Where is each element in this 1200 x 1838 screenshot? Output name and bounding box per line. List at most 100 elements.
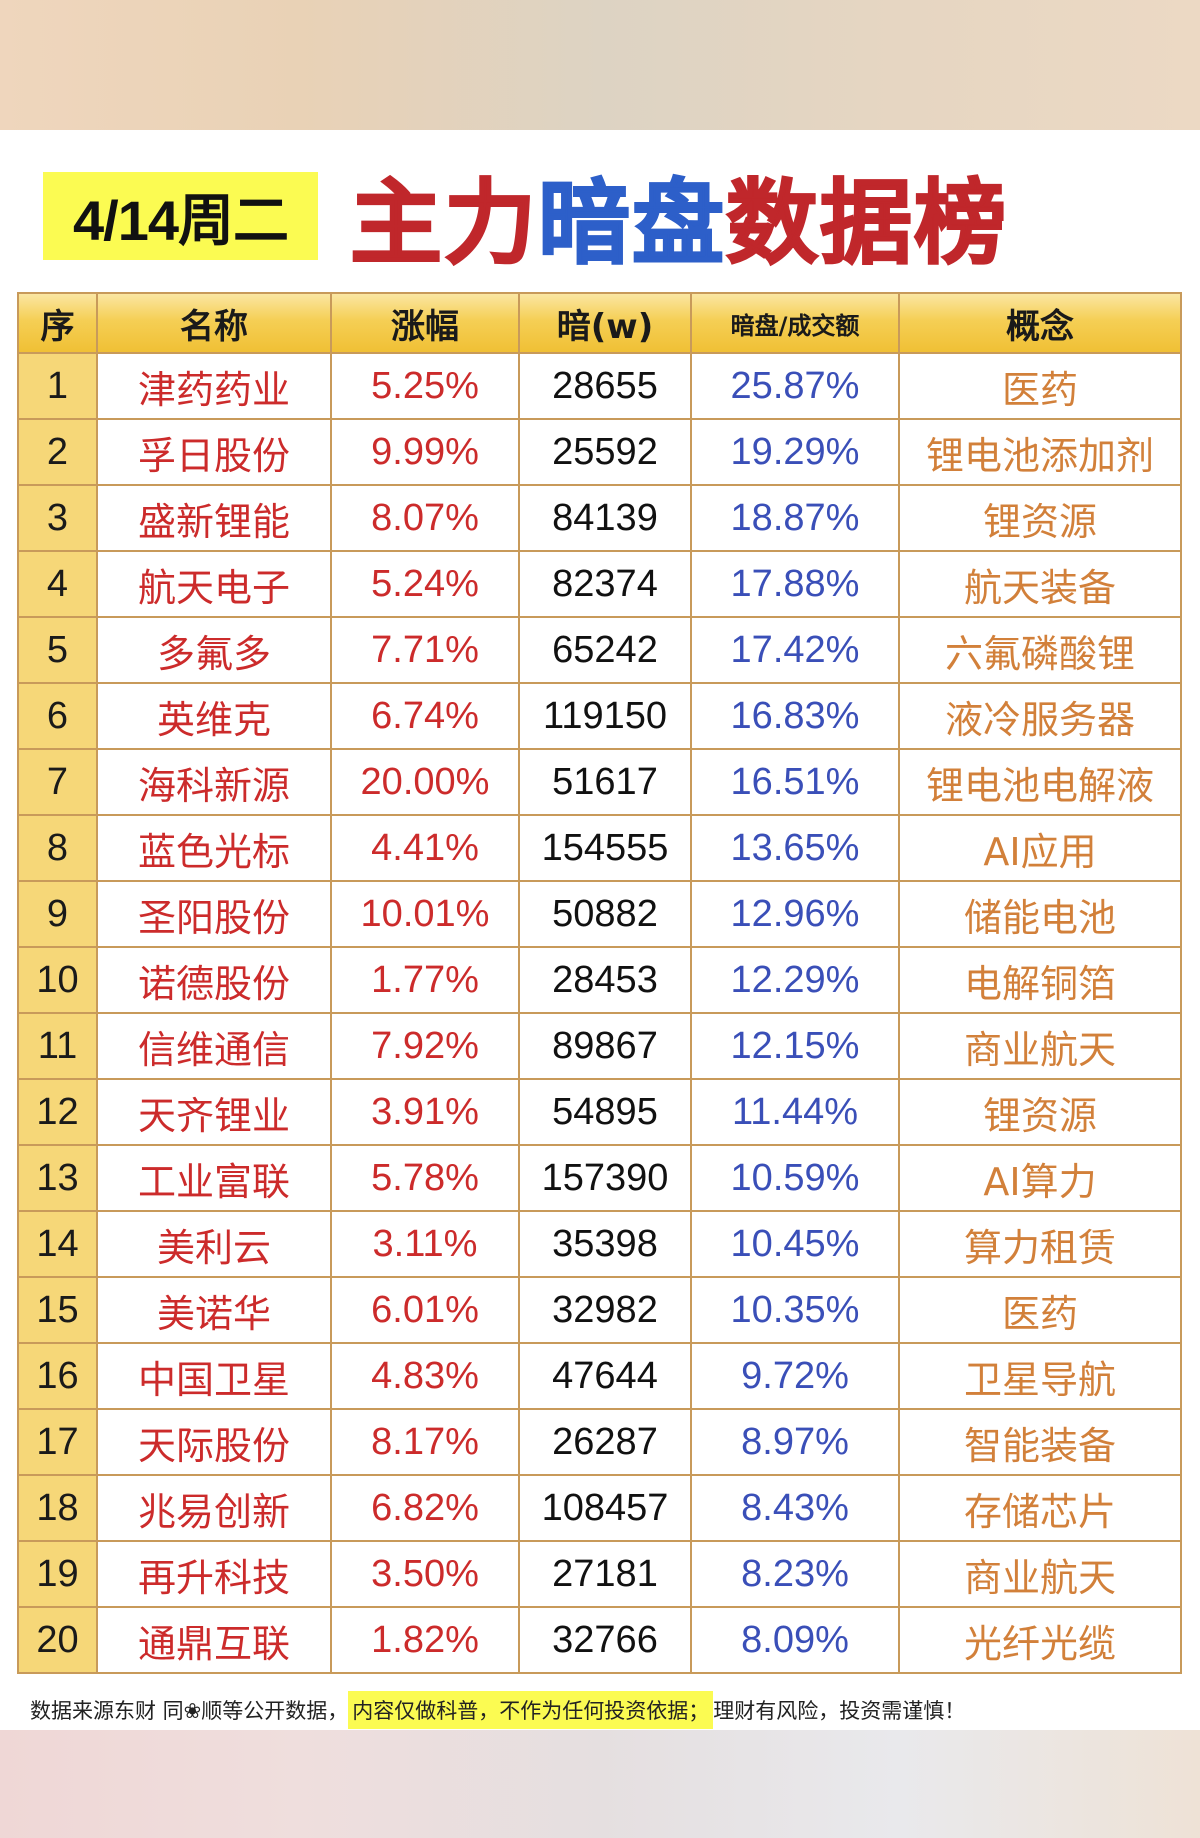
cell-dark-ratio: 11.44% <box>690 1078 900 1146</box>
footer-risk-warning: 理财有风险，投资需谨慎！ <box>713 1699 966 1723</box>
table-row: 15 美诺华 6.01% 32982 10.35% 医药 <box>17 1276 1182 1344</box>
cell-change: 5.25% <box>330 352 520 420</box>
cell-rank: 3 <box>17 484 98 552</box>
title-part-main-force: 主力 <box>349 169 539 278</box>
table-row: 12 天齐锂业 3.91% 54895 11.44% 锂资源 <box>17 1078 1182 1146</box>
cell-concept: 算力租赁 <box>898 1210 1182 1278</box>
cell-rank: 10 <box>17 946 98 1014</box>
cell-change: 1.82% <box>330 1606 520 1674</box>
cell-stock-name: 盛新锂能 <box>96 484 332 552</box>
cell-concept: 航天装备 <box>898 550 1182 618</box>
cell-dark-volume: 50882 <box>518 880 692 948</box>
cell-dark-ratio: 16.83% <box>690 682 900 750</box>
cell-rank: 5 <box>17 616 98 684</box>
cell-concept: 储能电池 <box>898 880 1182 948</box>
cell-rank: 6 <box>17 682 98 750</box>
cell-rank: 13 <box>17 1144 98 1212</box>
cell-dark-ratio: 8.97% <box>690 1408 900 1476</box>
cell-dark-volume: 47644 <box>518 1342 692 1410</box>
cell-stock-name: 天际股份 <box>96 1408 332 1476</box>
table-header-row: 序 名称 涨幅 暗(w) 暗盘/成交额 概念 <box>17 292 1182 354</box>
cell-change: 4.41% <box>330 814 520 882</box>
cell-dark-ratio: 8.09% <box>690 1606 900 1674</box>
cell-change: 3.91% <box>330 1078 520 1146</box>
cell-change: 4.83% <box>330 1342 520 1410</box>
table-row: 2 孚日股份 9.99% 25592 19.29% 锂电池添加剂 <box>17 418 1182 486</box>
cell-dark-ratio: 10.45% <box>690 1210 900 1278</box>
cell-concept: 医药 <box>898 352 1182 420</box>
cell-concept: AI应用 <box>898 814 1182 882</box>
cell-dark-volume: 32766 <box>518 1606 692 1674</box>
cell-dark-ratio: 12.96% <box>690 880 900 948</box>
cell-rank: 16 <box>17 1342 98 1410</box>
cell-stock-name: 航天电子 <box>96 550 332 618</box>
cell-rank: 2 <box>17 418 98 486</box>
table-row: 13 工业富联 5.78% 157390 10.59% AI算力 <box>17 1144 1182 1212</box>
cell-change: 5.24% <box>330 550 520 618</box>
cell-change: 5.78% <box>330 1144 520 1212</box>
cell-stock-name: 蓝色光标 <box>96 814 332 882</box>
cell-dark-volume: 84139 <box>518 484 692 552</box>
cell-dark-volume: 28453 <box>518 946 692 1014</box>
cell-stock-name: 兆易创新 <box>96 1474 332 1542</box>
cell-change: 7.71% <box>330 616 520 684</box>
table-row: 9 圣阳股份 10.01% 50882 12.96% 储能电池 <box>17 880 1182 948</box>
cell-rank: 18 <box>17 1474 98 1542</box>
cell-stock-name: 美诺华 <box>96 1276 332 1344</box>
cell-stock-name: 通鼎互联 <box>96 1606 332 1674</box>
table-row: 5 多氟多 7.71% 65242 17.42% 六氟磷酸锂 <box>17 616 1182 684</box>
cell-dark-ratio: 19.29% <box>690 418 900 486</box>
cell-concept: 锂资源 <box>898 1078 1182 1146</box>
cell-stock-name: 中国卫星 <box>96 1342 332 1410</box>
cell-dark-volume: 89867 <box>518 1012 692 1080</box>
cell-stock-name: 工业富联 <box>96 1144 332 1212</box>
cell-change: 10.01% <box>330 880 520 948</box>
cell-dark-volume: 32982 <box>518 1276 692 1344</box>
background-top <box>0 0 1200 130</box>
cell-stock-name: 圣阳股份 <box>96 880 332 948</box>
footer-source: 数据来源东财 同❀顺等公开数据， <box>30 1699 349 1723</box>
table-row: 10 诺德股份 1.77% 28453 12.29% 电解铜箔 <box>17 946 1182 1014</box>
cell-change: 6.01% <box>330 1276 520 1344</box>
cell-concept: 锂电池电解液 <box>898 748 1182 816</box>
table-row: 11 信维通信 7.92% 89867 12.15% 商业航天 <box>17 1012 1182 1080</box>
cell-concept: 卫星导航 <box>898 1342 1182 1410</box>
cell-change: 3.50% <box>330 1540 520 1608</box>
cell-stock-name: 美利云 <box>96 1210 332 1278</box>
cell-dark-ratio: 10.59% <box>690 1144 900 1212</box>
cell-concept: 商业航天 <box>898 1540 1182 1608</box>
cell-dark-volume: 119150 <box>518 682 692 750</box>
cell-change: 20.00% <box>330 748 520 816</box>
cell-rank: 11 <box>17 1012 98 1080</box>
cell-rank: 4 <box>17 550 98 618</box>
cell-concept: 医药 <box>898 1276 1182 1344</box>
table-row: 8 蓝色光标 4.41% 154555 13.65% AI应用 <box>17 814 1182 882</box>
cell-dark-volume: 35398 <box>518 1210 692 1278</box>
footer-disclaimer-highlight: 内容仅做科普，不作为任何投资依据； <box>348 1691 714 1729</box>
cell-concept: 智能装备 <box>898 1408 1182 1476</box>
cell-rank: 8 <box>17 814 98 882</box>
table-row: 14 美利云 3.11% 35398 10.45% 算力租赁 <box>17 1210 1182 1278</box>
cell-rank: 15 <box>17 1276 98 1344</box>
table-row: 4 航天电子 5.24% 82374 17.88% 航天装备 <box>17 550 1182 618</box>
cell-change: 6.82% <box>330 1474 520 1542</box>
cell-dark-volume: 82374 <box>518 550 692 618</box>
cell-stock-name: 天齐锂业 <box>96 1078 332 1146</box>
cell-dark-volume: 51617 <box>518 748 692 816</box>
cell-stock-name: 海科新源 <box>96 748 332 816</box>
cell-stock-name: 英维克 <box>96 682 332 750</box>
cell-rank: 7 <box>17 748 98 816</box>
cell-stock-name: 信维通信 <box>96 1012 332 1080</box>
column-header-rank: 序 <box>17 292 98 354</box>
cell-concept: 六氟磷酸锂 <box>898 616 1182 684</box>
cell-dark-ratio: 17.42% <box>690 616 900 684</box>
cell-dark-volume: 26287 <box>518 1408 692 1476</box>
cell-change: 1.77% <box>330 946 520 1014</box>
table-row: 7 海科新源 20.00% 51617 16.51% 锂电池电解液 <box>17 748 1182 816</box>
title-part-data-ranking: 数据榜 <box>725 169 1009 278</box>
cell-dark-ratio: 25.87% <box>690 352 900 420</box>
cell-change: 9.99% <box>330 418 520 486</box>
column-header-dark-ratio: 暗盘/成交额 <box>690 292 900 354</box>
cell-dark-volume: 27181 <box>518 1540 692 1608</box>
cell-rank: 9 <box>17 880 98 948</box>
